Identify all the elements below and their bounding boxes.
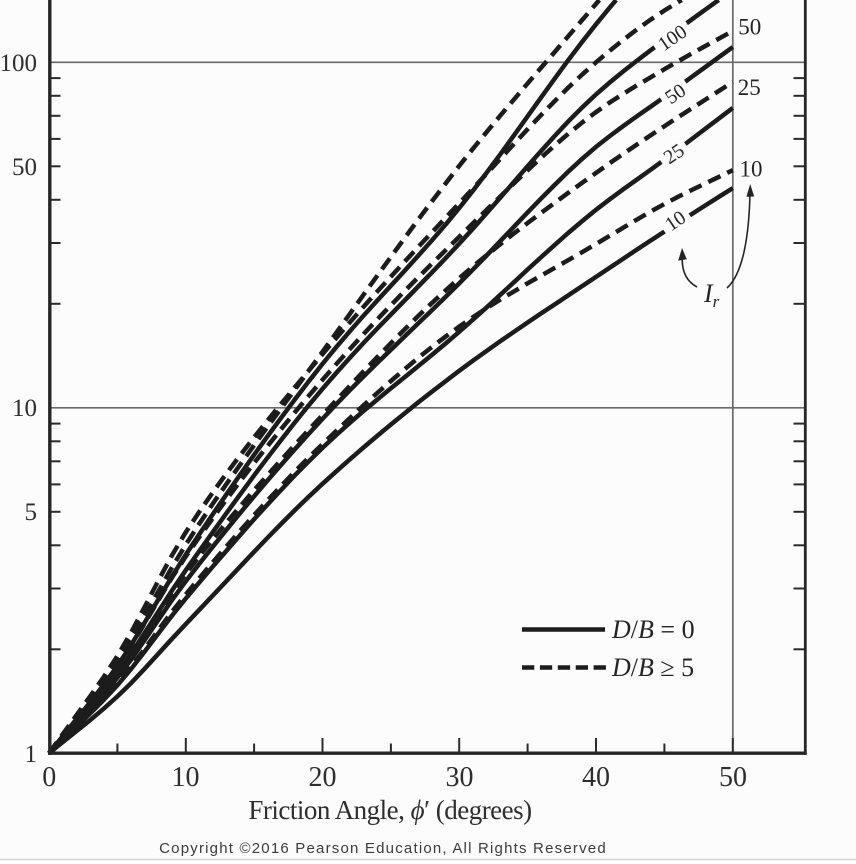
svg-text:Friction Angle, ϕ′ (degrees): Friction Angle, ϕ′ (degrees) [248,795,531,825]
svg-text:D/B = 0: D/B = 0 [611,615,695,644]
svg-text:10: 10 [740,157,763,182]
svg-text:50: 50 [12,154,37,181]
svg-text:30: 30 [446,762,474,793]
svg-text:10: 10 [172,762,200,793]
svg-text:D/B ≥ 5: D/B ≥ 5 [611,653,694,682]
svg-text:100: 100 [0,50,37,77]
svg-text:50: 50 [738,15,761,40]
svg-text:1: 1 [25,741,38,768]
svg-text:50: 50 [719,762,747,793]
svg-text:Copyright ©2016 Pearson Educat: Copyright ©2016 Pearson Education, All R… [159,840,607,857]
svg-text:20: 20 [309,762,337,793]
svg-text:25: 25 [738,75,761,100]
svg-text:40: 40 [582,762,610,793]
svg-text:5: 5 [25,499,38,526]
svg-text:10: 10 [12,395,37,422]
svg-text:0: 0 [42,762,56,793]
